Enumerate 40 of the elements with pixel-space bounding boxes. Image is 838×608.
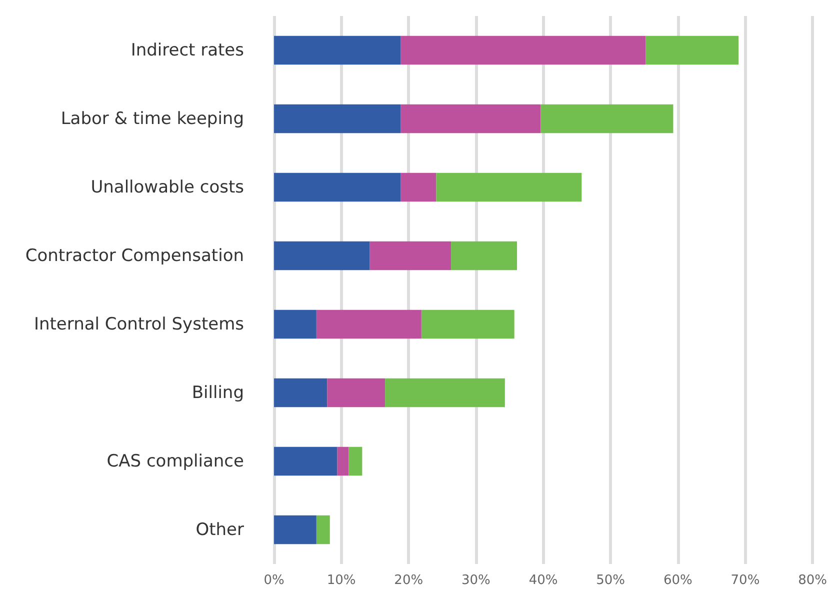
bar (421, 310, 514, 339)
x-tick-label: 30% (462, 573, 490, 588)
bar (540, 104, 674, 134)
bar (316, 310, 422, 339)
x-tick-label: 50% (596, 573, 626, 588)
y-tick-label: Other (196, 520, 244, 540)
bar (274, 446, 338, 476)
bar (337, 446, 349, 476)
bar (348, 446, 362, 476)
bar (274, 378, 328, 408)
y-tick-label: Contractor Compensation (25, 246, 244, 266)
y-tick-label: Labor & time keeping (60, 108, 244, 129)
bar (451, 241, 518, 270)
bar (385, 378, 505, 408)
x-tick-label: 0% (264, 573, 284, 588)
bar (274, 241, 370, 270)
y-tick-label: Unallowable costs (90, 177, 244, 198)
x-tick-label: 70% (730, 573, 760, 588)
bar (436, 172, 582, 202)
bar (274, 36, 401, 65)
bar (400, 104, 541, 134)
y-tick-label: Internal Control Systems (34, 314, 244, 334)
x-tick-label: 80% (798, 573, 828, 588)
bar (274, 515, 316, 544)
bar (274, 172, 401, 202)
x-tick-label: 20% (394, 573, 424, 588)
bar (400, 172, 436, 202)
x-tick-label: 10% (326, 573, 356, 588)
bar (327, 378, 386, 408)
y-tick-label: CAS compliance (106, 451, 244, 472)
x-tick-label: 60% (663, 573, 692, 588)
bar (274, 104, 401, 134)
bar (274, 310, 316, 339)
y-tick-label: Indirect rates (130, 40, 244, 60)
x-tick-label: 40% (528, 573, 558, 588)
bar (400, 36, 646, 65)
bar (316, 515, 330, 544)
bar (370, 241, 452, 270)
y-tick-label: Billing (192, 382, 244, 403)
bar (646, 36, 738, 65)
